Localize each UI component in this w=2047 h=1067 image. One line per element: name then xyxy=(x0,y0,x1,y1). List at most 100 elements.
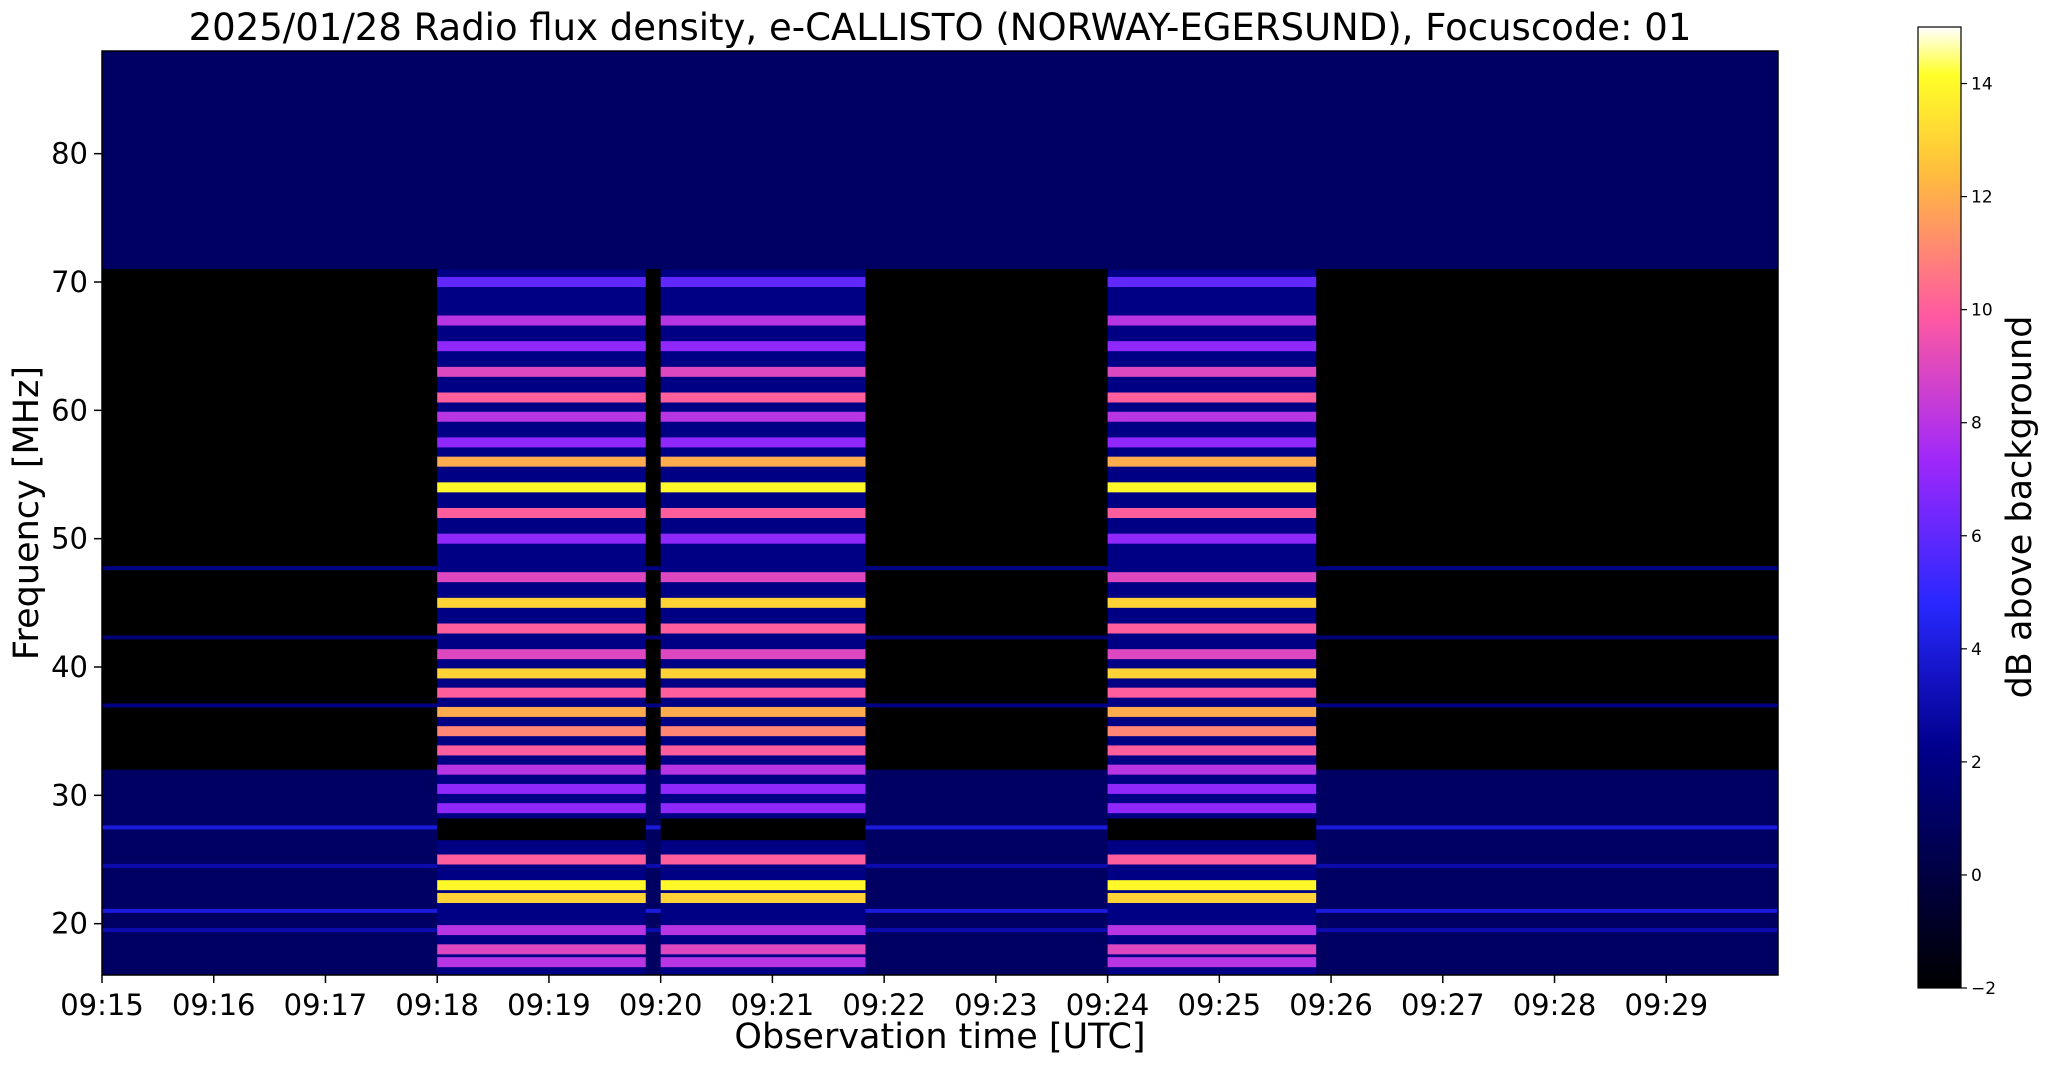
spectrogram-heatmap xyxy=(102,51,1778,975)
colorbar-ticks: −2 0 2 4 6 8 10 12 14 xyxy=(1961,75,1996,999)
burst-band xyxy=(1107,944,1317,955)
chart-title: 2025/01/28 Radio flux density, e-CALLIST… xyxy=(189,6,1692,49)
burst-gap-band xyxy=(1107,818,1317,841)
burst-band xyxy=(437,315,646,326)
burst-gap-band xyxy=(437,818,646,841)
burst-band xyxy=(437,957,646,968)
x-tick-label: 09:25 xyxy=(1178,988,1262,1022)
y-tick-label: 20 xyxy=(51,907,88,941)
x-tick-label: 09:21 xyxy=(731,988,815,1022)
burst-band xyxy=(437,764,646,775)
colorbar-tick-label: 8 xyxy=(1971,414,1982,434)
burst-band xyxy=(660,392,866,403)
colorbar: −2 0 2 4 6 8 10 12 14 dB above background xyxy=(1917,26,2040,999)
burst-band xyxy=(437,745,646,756)
burst-band xyxy=(660,668,866,679)
burst-band xyxy=(660,726,866,737)
burst-band xyxy=(1107,803,1317,814)
interference-line xyxy=(102,635,1778,640)
y-tick-label: 40 xyxy=(51,650,88,684)
burst-band xyxy=(437,341,646,352)
burst-band xyxy=(437,597,646,608)
burst-band xyxy=(660,315,866,326)
colorbar-tick-label: 0 xyxy=(1971,866,1982,886)
burst-band xyxy=(660,411,866,422)
colorbar-tick-label: 4 xyxy=(1971,640,1982,660)
burst-band xyxy=(660,508,866,518)
burst-band xyxy=(660,925,866,936)
burst-band xyxy=(1107,366,1317,377)
x-tick-label: 09:23 xyxy=(954,988,1038,1022)
colorbar-gradient xyxy=(1917,26,1962,989)
burst-band xyxy=(1107,456,1317,467)
burst-band xyxy=(660,944,866,955)
burst-band xyxy=(1107,745,1317,756)
burst-band xyxy=(1107,392,1317,403)
background-band-low_band xyxy=(102,769,1778,975)
burst-band xyxy=(1107,623,1317,634)
burst-band xyxy=(437,411,646,422)
burst-band xyxy=(1107,597,1317,608)
burst-band xyxy=(660,745,866,756)
burst-band xyxy=(1107,482,1317,493)
burst-band xyxy=(660,893,866,903)
burst-band xyxy=(660,482,866,493)
burst-band xyxy=(660,597,866,608)
burst-band xyxy=(1107,533,1317,544)
x-tick-label: 09:27 xyxy=(1401,988,1485,1022)
burst-band xyxy=(1107,854,1317,865)
burst-band xyxy=(660,456,866,467)
burst-band xyxy=(437,649,646,660)
burst-band xyxy=(660,533,866,544)
burst-band xyxy=(437,803,646,814)
x-tick-label: 09:17 xyxy=(284,988,368,1022)
x-tick-label: 09:29 xyxy=(1624,988,1708,1022)
burst-band xyxy=(437,456,646,467)
burst-band xyxy=(437,925,646,936)
burst-band xyxy=(437,482,646,493)
burst-band xyxy=(1107,957,1317,968)
colorbar-tick-label: 10 xyxy=(1971,301,1993,321)
colorbar-tick-label: 2 xyxy=(1971,753,1982,773)
burst-band xyxy=(437,508,646,518)
burst-band xyxy=(437,893,646,903)
y-tick-label: 50 xyxy=(51,522,88,556)
burst-band xyxy=(1107,726,1317,737)
y-tick-label: 30 xyxy=(51,778,88,812)
burst-band xyxy=(660,341,866,352)
colorbar-tick-label: 12 xyxy=(1971,188,1993,208)
burst-band xyxy=(1107,668,1317,679)
burst-band xyxy=(1107,572,1317,583)
burst-band xyxy=(660,277,866,287)
x-axis-label: Observation time [UTC] xyxy=(734,1017,1145,1057)
interference-line xyxy=(102,703,1778,708)
colorbar-label: dB above background xyxy=(2000,316,2040,699)
burst-band xyxy=(1107,893,1317,903)
burst-band xyxy=(437,533,646,544)
x-axis-ticks: 09:15 09:16 09:17 09:18 09:19 09:20 09:21 09:22… xyxy=(60,975,1708,1022)
interference-line xyxy=(102,908,1778,913)
x-tick-label: 09:19 xyxy=(507,988,591,1022)
burst-band xyxy=(660,366,866,377)
x-tick-label: 09:15 xyxy=(60,988,144,1022)
burst-band xyxy=(1107,277,1317,287)
y-axis-label: Frequency [MHz] xyxy=(7,366,47,660)
burst-band xyxy=(660,687,866,698)
colorbar-tick-label: 6 xyxy=(1971,527,1982,547)
burst-band xyxy=(1107,783,1317,794)
background-band-mid_band xyxy=(102,269,1778,770)
burst-band xyxy=(437,944,646,955)
burst-band xyxy=(1107,880,1317,891)
interference-line xyxy=(102,566,1778,571)
burst-band xyxy=(437,783,646,794)
burst-band xyxy=(660,623,866,634)
burst-band xyxy=(660,649,866,660)
burst-band xyxy=(1107,706,1317,717)
burst-band xyxy=(1107,649,1317,660)
y-tick-label: 70 xyxy=(51,265,88,299)
burst-band xyxy=(660,880,866,891)
burst-gap-band xyxy=(660,818,866,841)
burst-band xyxy=(437,726,646,737)
burst-band xyxy=(437,623,646,634)
burst-band xyxy=(1107,315,1317,326)
